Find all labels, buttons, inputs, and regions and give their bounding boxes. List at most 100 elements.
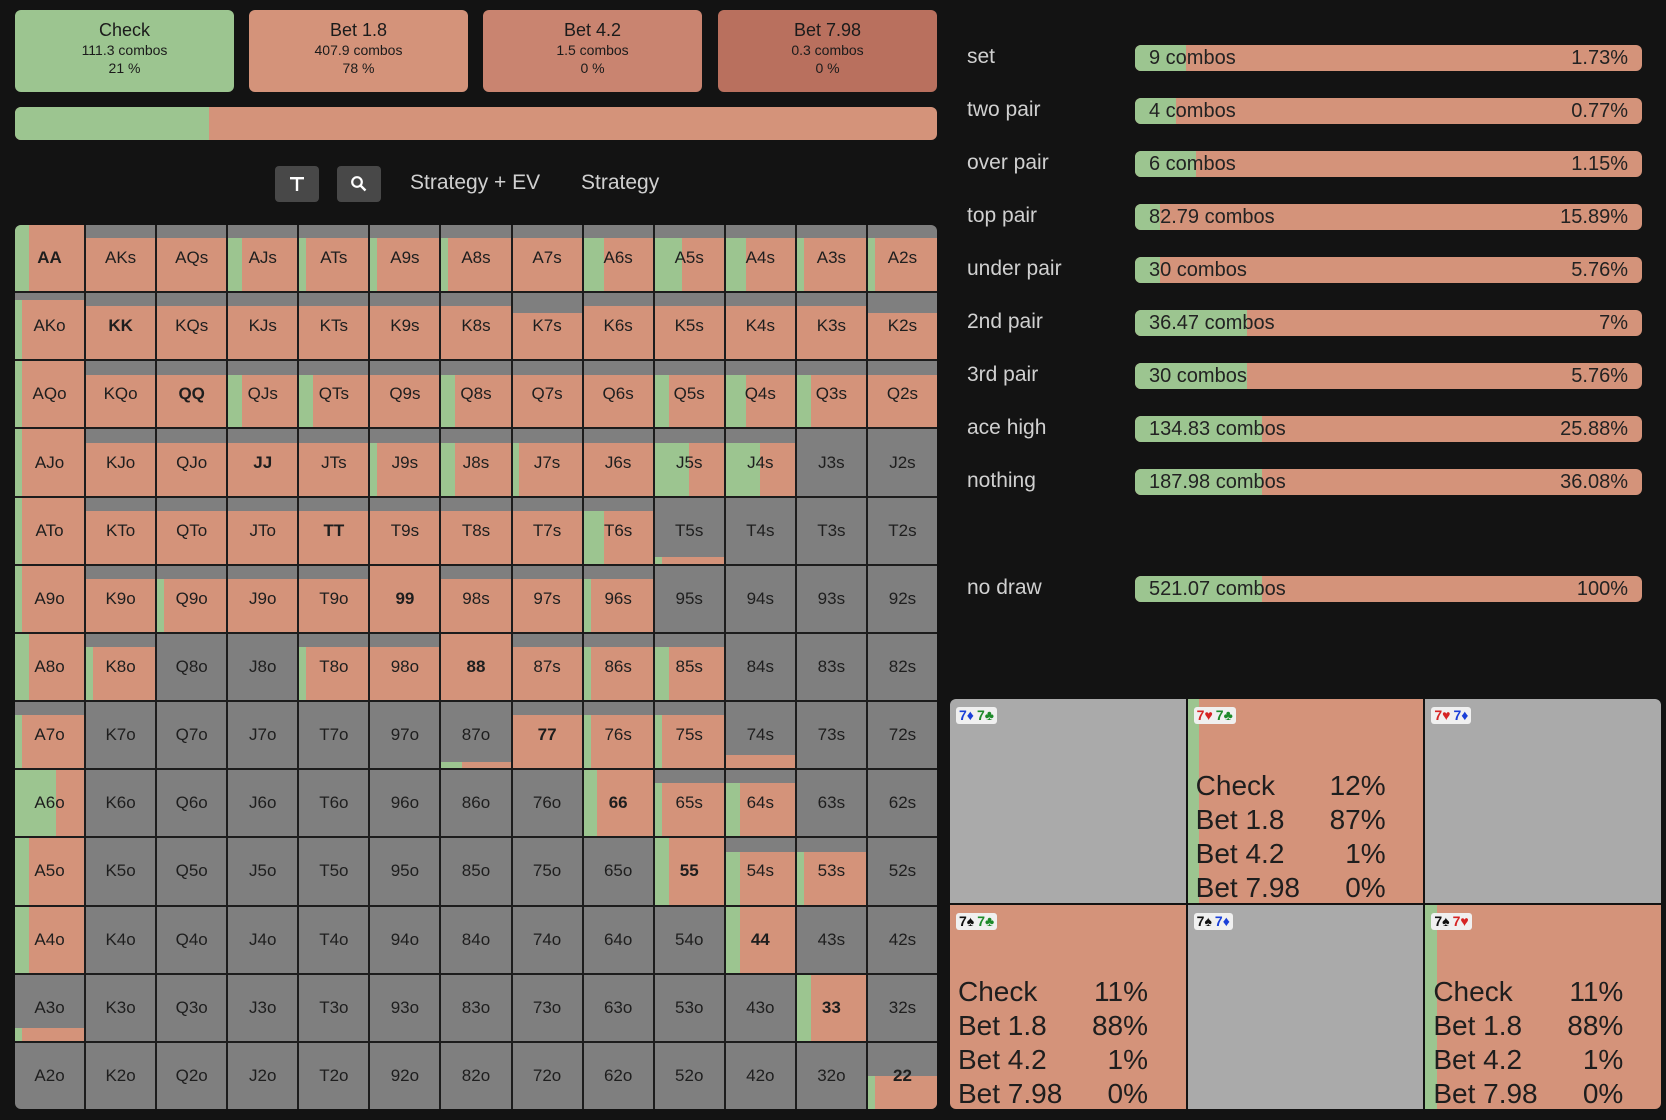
range-cell[interactable]: 32s <box>867 974 937 1041</box>
range-cell[interactable]: K3o <box>86 974 156 1041</box>
search-button[interactable] <box>337 166 381 202</box>
range-cell[interactable]: ATo <box>15 497 85 564</box>
range-cell[interactable]: T7o <box>299 702 369 769</box>
tab-strategy-ev[interactable]: Strategy + EV <box>410 171 541 194</box>
range-cell[interactable]: 55 <box>654 838 724 905</box>
range-cell[interactable]: 66 <box>583 770 653 837</box>
range-cell[interactable]: J4o <box>228 906 298 973</box>
range-cell[interactable]: A5s <box>654 225 724 292</box>
range-cell[interactable]: 64o <box>583 906 653 973</box>
range-cell[interactable]: 96o <box>370 770 440 837</box>
range-cell[interactable]: A2o <box>15 1042 85 1109</box>
range-cell[interactable]: 98o <box>370 633 440 701</box>
range-cell[interactable]: A4o <box>15 906 85 973</box>
range-cell[interactable]: K7o <box>86 702 156 769</box>
range-cell[interactable]: 73o <box>512 974 582 1041</box>
range-cell[interactable]: 97o <box>370 702 440 769</box>
range-cell[interactable]: J7s <box>512 429 582 496</box>
range-cell[interactable]: Q8o <box>157 633 227 701</box>
combo-cell[interactable]: 7♥ 7♦ <box>1425 699 1661 903</box>
range-cell[interactable]: 42o <box>725 1042 795 1109</box>
range-cell[interactable]: Q7o <box>157 702 227 769</box>
range-cell[interactable]: AJo <box>15 429 85 496</box>
range-cell[interactable]: 53o <box>654 974 724 1041</box>
range-cell[interactable]: 72s <box>867 702 937 769</box>
range-cell[interactable]: J3s <box>796 429 866 496</box>
range-cell[interactable]: T8s <box>441 497 511 564</box>
range-cell[interactable]: K3s <box>796 293 866 360</box>
range-cell[interactable]: K6s <box>583 293 653 360</box>
range-cell[interactable]: K7s <box>512 293 582 360</box>
range-cell[interactable]: A2s <box>867 225 937 292</box>
range-cell[interactable]: 94o <box>370 906 440 973</box>
range-cell[interactable]: A6s <box>583 225 653 292</box>
range-cell[interactable]: QJo <box>157 429 227 496</box>
range-cell[interactable]: 53s <box>796 838 866 905</box>
range-cell[interactable]: Q9o <box>157 565 227 632</box>
range-cell[interactable]: K2o <box>86 1042 156 1109</box>
range-cell[interactable]: TT <box>299 497 369 564</box>
range-cell[interactable]: T9o <box>299 565 369 632</box>
range-cell[interactable]: 95o <box>370 838 440 905</box>
range-cell[interactable]: K5s <box>654 293 724 360</box>
range-cell[interactable]: T4o <box>299 906 369 973</box>
range-cell[interactable]: JTs <box>299 429 369 496</box>
category-row[interactable]: ace high 134.83 combos 25.88% <box>965 414 1655 444</box>
range-cell[interactable]: 85o <box>441 838 511 905</box>
range-cell[interactable]: KJo <box>86 429 156 496</box>
range-cell[interactable]: 87o <box>441 702 511 769</box>
range-cell[interactable]: 65s <box>654 770 724 837</box>
range-cell[interactable]: J6o <box>228 770 298 837</box>
range-cell[interactable]: 62o <box>583 1042 653 1109</box>
range-cell[interactable]: 65o <box>583 838 653 905</box>
range-cell[interactable]: AJs <box>228 225 298 292</box>
range-cell[interactable]: 74s <box>725 702 795 769</box>
range-cell[interactable]: T7s <box>512 497 582 564</box>
range-cell[interactable]: Q4o <box>157 906 227 973</box>
range-cell[interactable]: A6o <box>15 770 85 837</box>
range-cell[interactable]: 93o <box>370 974 440 1041</box>
range-cell[interactable]: T6o <box>299 770 369 837</box>
range-cell[interactable]: Q7s <box>512 361 582 428</box>
range-cell[interactable]: J7o <box>228 702 298 769</box>
range-cell[interactable]: 76o <box>512 770 582 837</box>
range-cell[interactable]: A8s <box>441 225 511 292</box>
range-cell[interactable]: 84o <box>441 906 511 973</box>
range-cell[interactable]: A7o <box>15 702 85 769</box>
range-cell[interactable]: K2s <box>867 293 937 360</box>
range-cell[interactable]: J8s <box>441 429 511 496</box>
range-cell[interactable]: 86s <box>583 633 653 701</box>
range-cell[interactable]: 77 <box>512 702 582 769</box>
range-cell[interactable]: J2o <box>228 1042 298 1109</box>
range-cell[interactable]: 82s <box>867 633 937 701</box>
action-bet-4-2[interactable]: Bet 4.2 1.5 combos 0 % <box>483 10 702 92</box>
range-cell[interactable]: K6o <box>86 770 156 837</box>
range-cell[interactable]: J2s <box>867 429 937 496</box>
range-cell[interactable]: ATs <box>299 225 369 292</box>
combo-cell[interactable]: 7♠ 7♥ Check 11% Bet 1.8 88% Bet 4.2 1% Bet 7.98 0… <box>1425 905 1661 1109</box>
range-cell[interactable]: K8o <box>86 633 156 701</box>
range-cell[interactable]: QQ <box>157 361 227 428</box>
range-cell[interactable]: 92s <box>867 565 937 632</box>
category-row[interactable]: nothing 187.98 combos 36.08% <box>965 467 1655 497</box>
range-cell[interactable]: T4s <box>725 497 795 564</box>
range-cell[interactable]: T2s <box>867 497 937 564</box>
range-cell[interactable]: J6s <box>583 429 653 496</box>
range-cell[interactable]: KTo <box>86 497 156 564</box>
range-cell[interactable]: T8o <box>299 633 369 701</box>
range-cell[interactable]: 42s <box>867 906 937 973</box>
range-cell[interactable]: J4s <box>725 429 795 496</box>
range-cell[interactable]: T2o <box>299 1042 369 1109</box>
range-cell[interactable]: Q2o <box>157 1042 227 1109</box>
range-cell[interactable]: QJs <box>228 361 298 428</box>
range-cell[interactable]: AQs <box>157 225 227 292</box>
filter-button[interactable] <box>275 166 319 202</box>
category-row[interactable]: over pair 6 combos 1.15% <box>965 149 1655 179</box>
category-row[interactable]: no draw 521.07 combos 100% <box>965 574 1655 604</box>
range-cell[interactable]: 88 <box>441 633 511 701</box>
range-cell[interactable]: K5o <box>86 838 156 905</box>
range-cell[interactable]: A9o <box>15 565 85 632</box>
range-cell[interactable]: AKs <box>86 225 156 292</box>
range-cell[interactable]: 87s <box>512 633 582 701</box>
range-cell[interactable]: Q9s <box>370 361 440 428</box>
